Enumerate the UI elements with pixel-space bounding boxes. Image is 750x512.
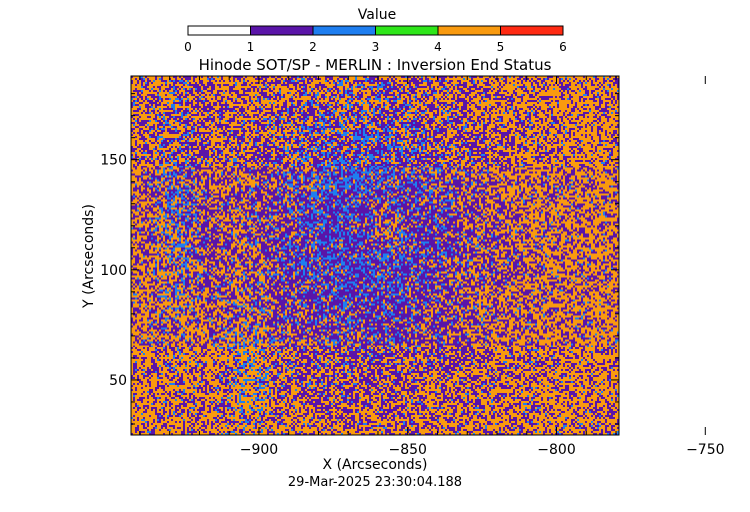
colorbar-tick-label: 6 <box>559 40 567 54</box>
colorbar-tick-label: 0 <box>184 40 192 54</box>
colorbar-tick-label: 4 <box>434 40 442 54</box>
colorbar-tick-label: 2 <box>309 40 317 54</box>
colorbar-segment <box>375 26 438 35</box>
colorbar-tick-label: 5 <box>497 40 505 54</box>
y-tick-label: 50 <box>109 373 127 389</box>
y-axis: 50 100 150 <box>100 93 619 425</box>
heatmap-image <box>131 76 619 435</box>
colorbar-tick-labels: 0 1 2 3 4 5 6 <box>184 26 567 54</box>
x-tick-label: −900 <box>240 442 278 458</box>
colorbar-title: Value <box>358 7 396 23</box>
colorbar-segment <box>188 26 251 35</box>
y-tick-label: 100 <box>100 263 127 279</box>
x-tick-label: −850 <box>389 442 427 458</box>
observation-timestamp: 29-Mar-2025 23:30:04.188 <box>288 475 462 490</box>
colorbar-tick-label: 1 <box>247 40 255 54</box>
x-axis: −900 −850 −800 −750 <box>139 76 725 458</box>
x-tick-label: −800 <box>537 442 575 458</box>
plot-frame <box>130 75 620 436</box>
colorbar-segment <box>500 26 563 35</box>
y-axis-label: Y (Arcseconds) <box>81 204 97 309</box>
chart-title: Hinode SOT/SP - MERLIN : Inversion End S… <box>199 56 552 74</box>
colorbar-segment <box>438 26 501 35</box>
x-axis-label: X (Arcseconds) <box>323 457 428 473</box>
colorbar-segment <box>313 26 376 35</box>
colorbar-tick-label: 3 <box>372 40 380 54</box>
colorbar-segment <box>250 26 313 35</box>
x-tick-label: −750 <box>686 442 724 458</box>
y-tick-label: 150 <box>100 153 127 169</box>
